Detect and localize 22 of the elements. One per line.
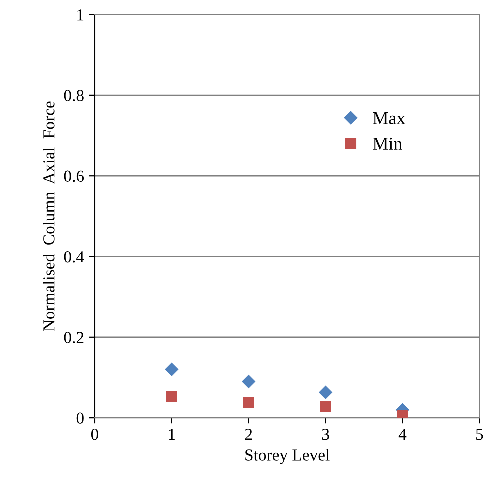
y-tick-label: 0.4 bbox=[64, 251, 84, 263]
legend-label: Min bbox=[373, 138, 402, 150]
x-tick-label: 0 bbox=[91, 428, 98, 440]
y-tick-label: 1 bbox=[78, 10, 84, 21]
y-axis-title: Normalised Column Axial Force bbox=[43, 102, 55, 332]
x-axis-title: Storey Level bbox=[246, 449, 330, 464]
y-tick-label: 0.2 bbox=[64, 332, 84, 344]
point bbox=[242, 375, 256, 388]
point bbox=[319, 386, 332, 400]
point bbox=[166, 391, 178, 402]
point bbox=[243, 397, 254, 408]
point bbox=[165, 363, 178, 376]
y-tick-label: 0.8 bbox=[64, 90, 84, 102]
y-tick-label: 0.6 bbox=[64, 170, 84, 182]
x-tick-label: 5 bbox=[476, 429, 484, 440]
x-tick-label: 1 bbox=[169, 429, 176, 440]
y-tick-label: 0 bbox=[76, 412, 84, 424]
x-tick-label: 4 bbox=[398, 429, 407, 440]
x-tick-label: 2 bbox=[245, 429, 252, 440]
x-tick-label: 3 bbox=[322, 429, 330, 440]
point bbox=[320, 401, 332, 412]
legend-label: Max bbox=[373, 112, 406, 125]
